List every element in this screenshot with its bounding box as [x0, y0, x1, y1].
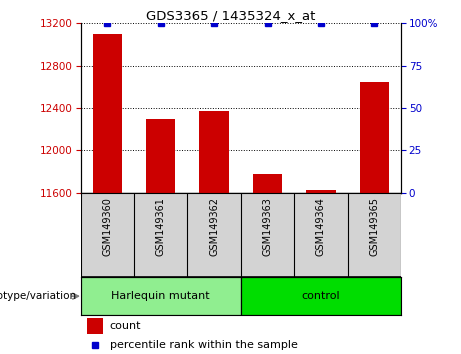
Bar — [81, 278, 241, 315]
Text: GSM149361: GSM149361 — [156, 197, 166, 256]
Text: genotype/variation: genotype/variation — [0, 291, 76, 301]
Text: count: count — [110, 321, 141, 331]
Bar — [93, 34, 122, 193]
Bar — [360, 82, 389, 193]
Bar — [200, 111, 229, 193]
Text: GSM149362: GSM149362 — [209, 197, 219, 256]
Text: control: control — [301, 291, 340, 301]
Text: GDS3365 / 1435324_x_at: GDS3365 / 1435324_x_at — [146, 9, 315, 22]
Bar — [306, 190, 336, 193]
Bar — [241, 278, 401, 315]
Bar — [87, 318, 103, 334]
Text: Harlequin mutant: Harlequin mutant — [112, 291, 210, 301]
Bar — [253, 174, 282, 193]
Bar — [146, 119, 176, 193]
Text: percentile rank within the sample: percentile rank within the sample — [110, 341, 297, 350]
Text: GSM149365: GSM149365 — [369, 197, 379, 256]
Text: GSM149363: GSM149363 — [263, 197, 272, 256]
Text: GSM149360: GSM149360 — [102, 197, 112, 256]
Text: GSM149364: GSM149364 — [316, 197, 326, 256]
